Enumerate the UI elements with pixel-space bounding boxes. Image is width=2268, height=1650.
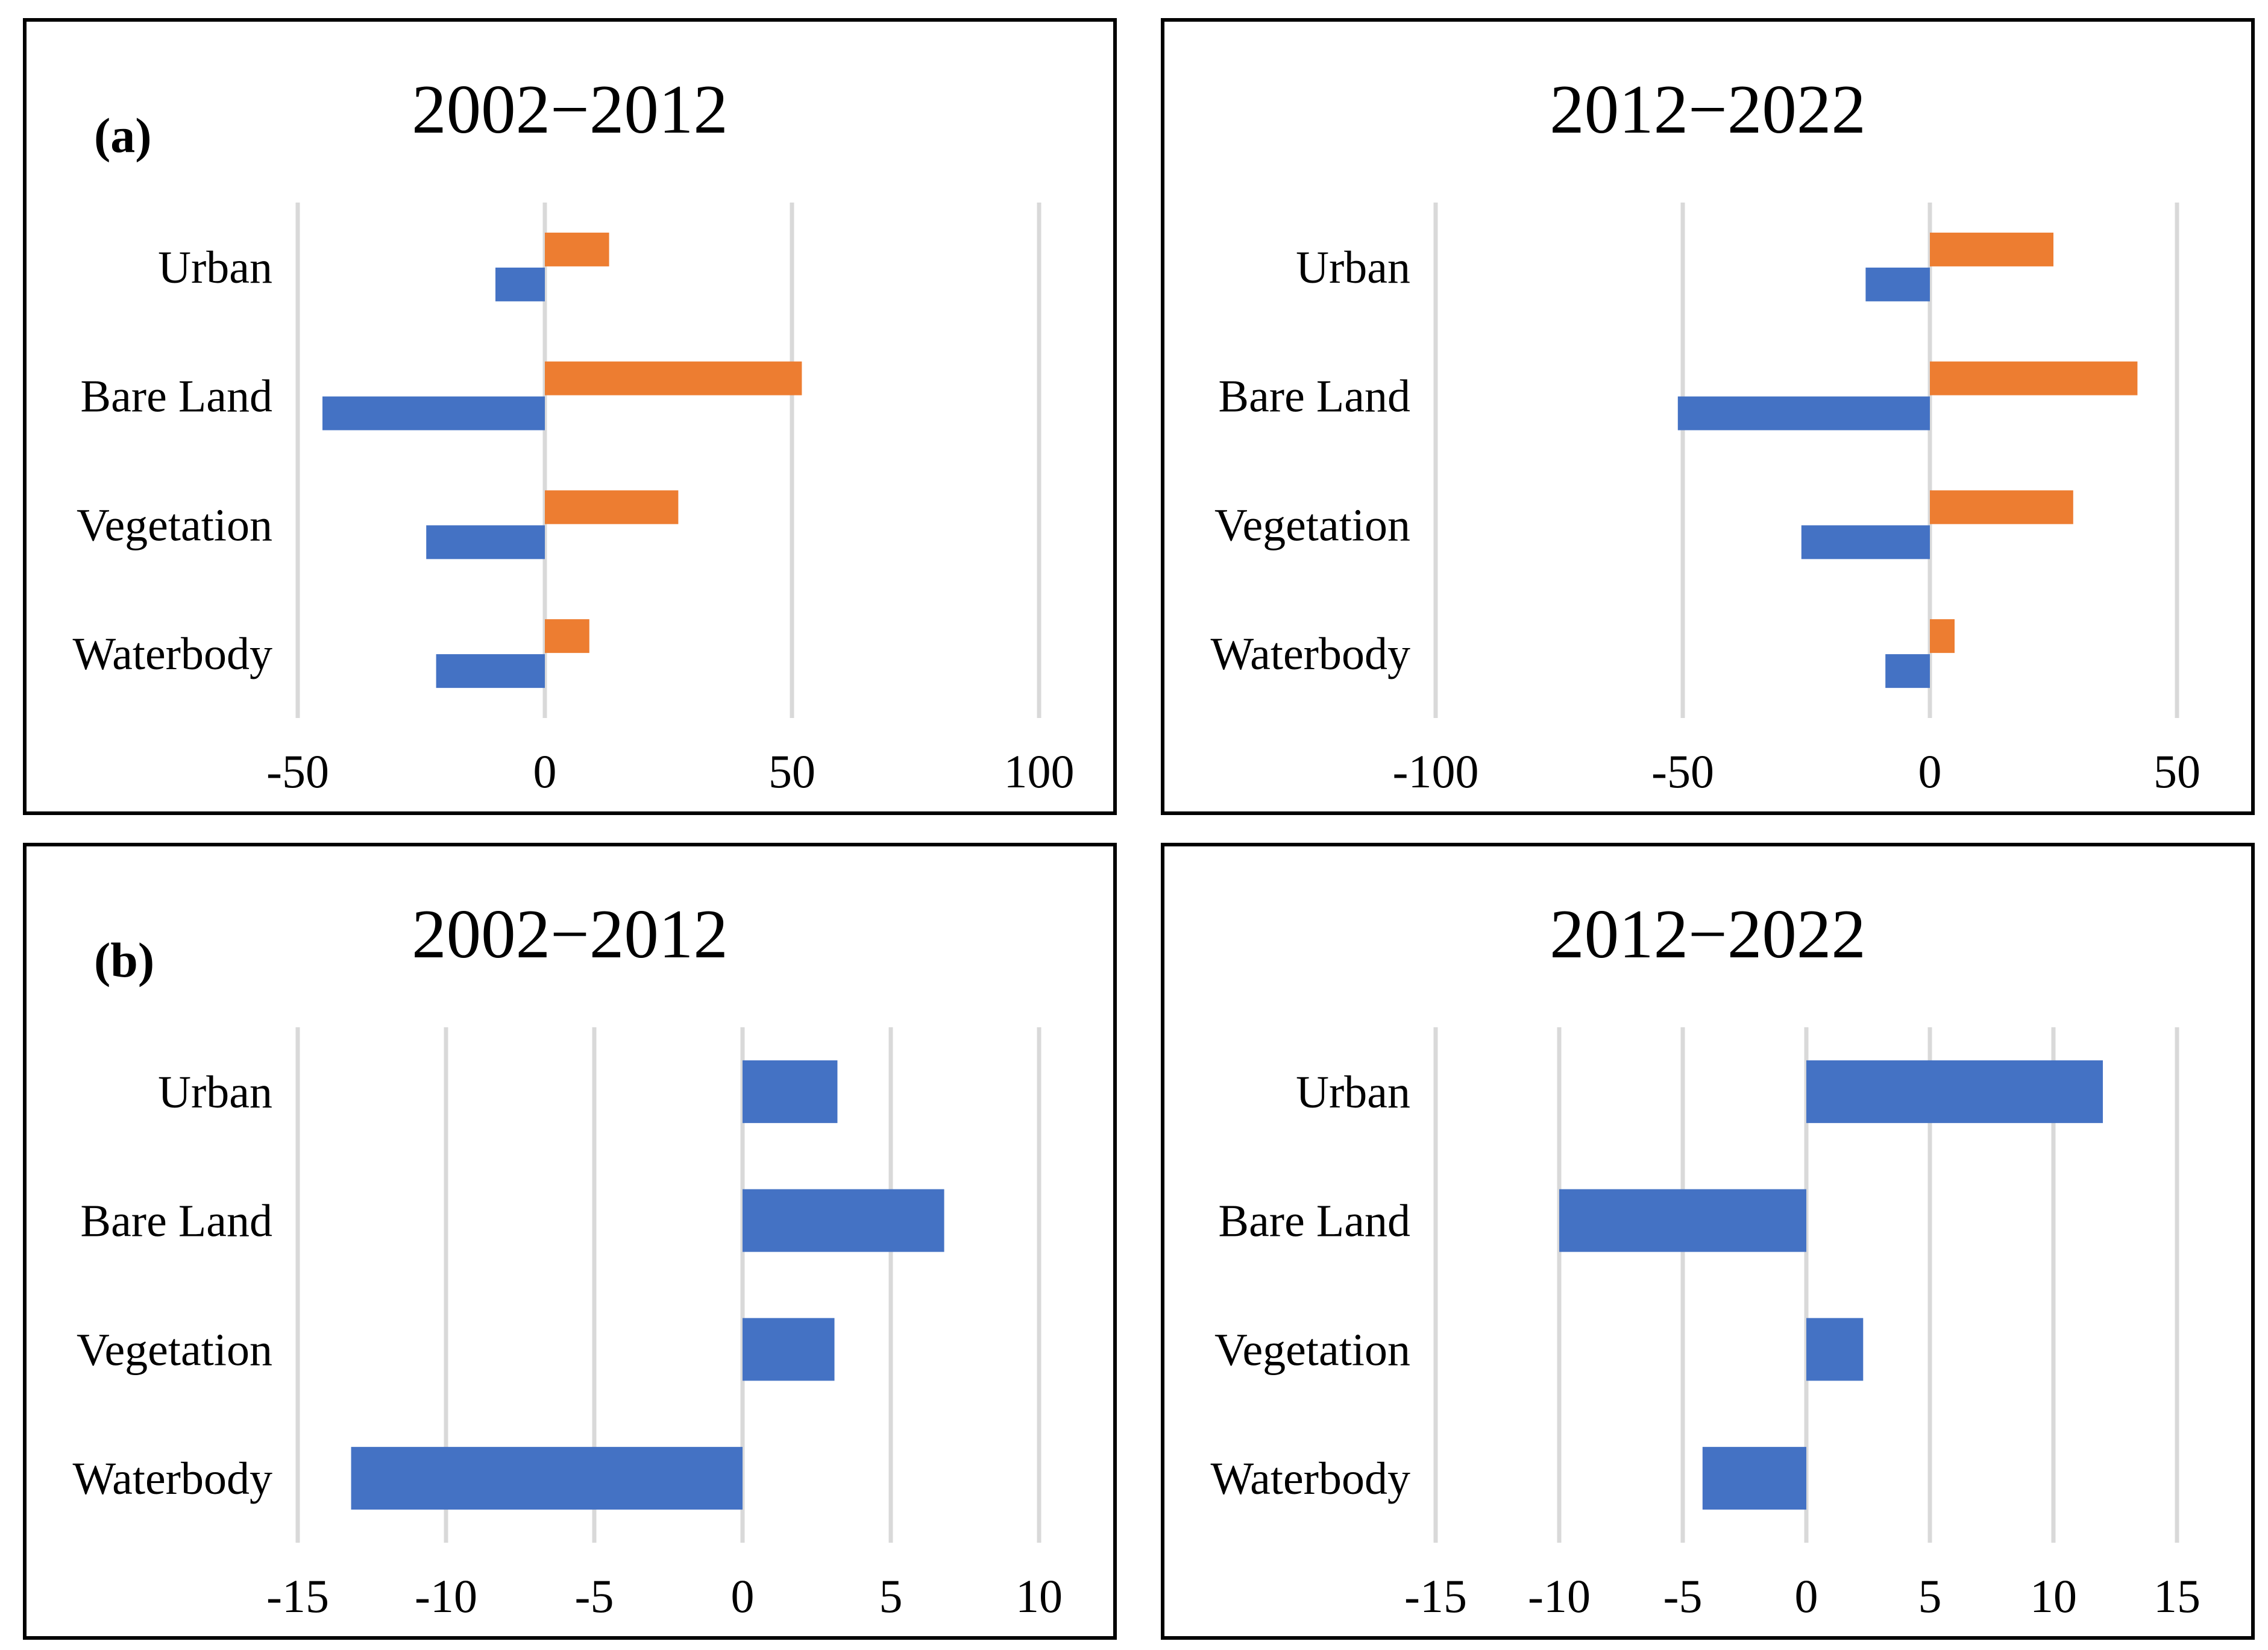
- category-label-urban: Urban: [1296, 242, 1410, 293]
- chart-grid: (a) 2002−2012 -50 0 50 100 Urban Bare Land Veg…: [23, 18, 2255, 1640]
- x-tick-label: 10: [2030, 1570, 2077, 1622]
- bar-vegetation-loss: [1801, 525, 1930, 559]
- x-tick-label: -100: [1393, 745, 1479, 798]
- category-label-vegetation: Vegetation: [77, 1324, 272, 1375]
- bar-urban-loss: [495, 267, 545, 301]
- bar-vegetation-net: [1806, 1318, 1864, 1381]
- panel-a-2002-2012: (a) 2002−2012 -50 0 50 100 Urban Bare Land Veg…: [23, 18, 1117, 815]
- panel-a-2012-2022: 2012−2022 -100 -50 0 50 Urban Bare Land Vegeta…: [1161, 18, 2255, 815]
- x-tick-label: 100: [1004, 745, 1075, 798]
- category-label-waterbody: Waterbody: [72, 1453, 272, 1504]
- bar-urban-loss: [1865, 267, 1930, 301]
- category-label-waterbody: Waterbody: [1210, 1453, 1410, 1504]
- bar-chart-a-2012-2022: -100 -50 0 50 Urban Bare Land Vegetation Waterb…: [1210, 203, 2200, 798]
- bar-vegetation-gain: [545, 490, 679, 524]
- x-tick-label: -5: [575, 1570, 614, 1622]
- category-label-vegetation: Vegetation: [77, 500, 272, 550]
- bar-bare-land-gain: [545, 361, 802, 395]
- category-label-urban: Urban: [1296, 1067, 1410, 1118]
- x-tick-label: -5: [1663, 1570, 1703, 1622]
- x-tick-label: 0: [1918, 745, 1942, 798]
- x-tick-label: 50: [768, 745, 815, 798]
- bar-bare-land-loss: [322, 396, 545, 430]
- category-label-bare-land: Bare Land: [80, 371, 272, 422]
- x-tick-label: -50: [1651, 745, 1714, 798]
- category-label-vegetation: Vegetation: [1214, 1324, 1410, 1375]
- category-label-bare-land: Bare Land: [80, 1196, 272, 1247]
- bar-waterbody-net: [351, 1447, 743, 1510]
- category-label-urban: Urban: [158, 242, 272, 293]
- x-tick-label: 10: [1016, 1570, 1063, 1622]
- bar-urban-net: [1806, 1060, 2103, 1123]
- bar-bare-land-loss: [1677, 396, 1930, 430]
- bar-waterbody-loss: [1885, 654, 1930, 688]
- bar-urban-gain: [1930, 232, 2053, 266]
- x-tick-label: -50: [266, 745, 329, 798]
- bar-vegetation-loss: [426, 525, 545, 559]
- bar-waterbody-loss: [436, 654, 545, 688]
- category-label-bare-land: Bare Land: [1218, 1196, 1410, 1247]
- x-tick-label: 5: [879, 1570, 903, 1622]
- x-tick-label: 5: [1918, 1570, 1942, 1622]
- category-label-vegetation: Vegetation: [1214, 500, 1410, 550]
- category-label-waterbody: Waterbody: [72, 629, 272, 679]
- bar-chart-b-2002-2012: -15 -10 -5 0 5 10 Urban Bare Land Vegetation Wate…: [72, 1027, 1063, 1622]
- bar-urban-gain: [545, 232, 609, 266]
- bar-chart-b-2012-2022: -15 -10 -5 0 5 10 15 Urban Bare Land Vegetation Wa…: [1210, 1027, 2200, 1622]
- bar-vegetation-gain: [1930, 490, 2073, 524]
- x-tick-label: -10: [415, 1570, 477, 1622]
- panel-b-2002-2012: (b) 2002−2012 -15 -10 -5 0 5 10 Urban Bare Land…: [23, 843, 1117, 1640]
- bar-bare-land-net: [743, 1189, 944, 1252]
- x-tick-label: -10: [1528, 1570, 1591, 1622]
- category-label-waterbody: Waterbody: [1210, 629, 1410, 679]
- x-tick-label: 0: [731, 1570, 755, 1622]
- category-label-urban: Urban: [158, 1067, 272, 1118]
- bar-bare-land-gain: [1930, 361, 2138, 395]
- category-label-bare-land: Bare Land: [1218, 371, 1410, 422]
- bar-vegetation-net: [743, 1318, 835, 1381]
- bar-bare-land-net: [1559, 1189, 1806, 1252]
- bar-waterbody-net: [1702, 1447, 1806, 1510]
- bar-chart-a-2002-2012: -50 0 50 100 Urban Bare Land Vegetation Waterbo…: [72, 203, 1075, 798]
- x-tick-label: 15: [2153, 1570, 2200, 1622]
- panel-b-2012-2022: 2012−2022 -15 -10 -5 0 5 10 15 Urban Bare Land Ve…: [1161, 843, 2255, 1640]
- x-tick-label: -15: [266, 1570, 329, 1622]
- x-tick-label: 0: [1795, 1570, 1818, 1622]
- x-tick-label: -15: [1404, 1570, 1467, 1622]
- x-tick-label: 50: [2153, 745, 2200, 798]
- bar-waterbody-gain: [1930, 619, 1955, 653]
- bar-urban-net: [743, 1060, 838, 1123]
- x-tick-label: 0: [533, 745, 557, 798]
- bar-waterbody-gain: [545, 619, 589, 653]
